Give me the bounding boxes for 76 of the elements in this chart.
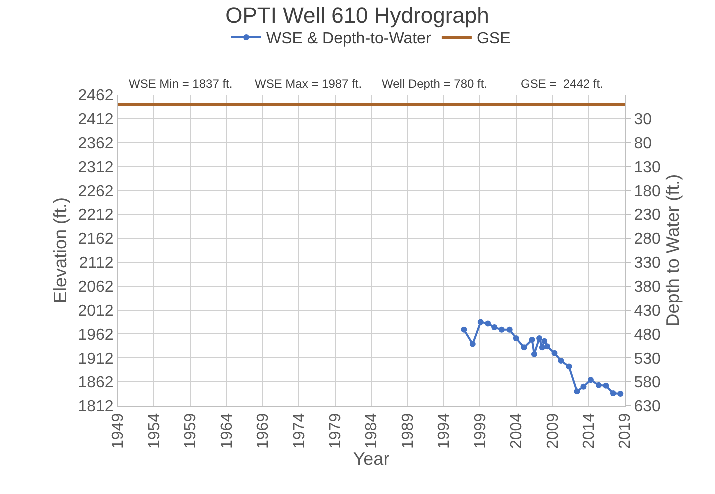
point bbox=[544, 344, 550, 350]
x-tick-label: 1974 bbox=[291, 413, 308, 449]
y2-tick-label: 230 bbox=[634, 207, 661, 224]
point bbox=[461, 326, 468, 333]
y-tick-label: 2362 bbox=[78, 135, 114, 152]
point bbox=[610, 390, 616, 397]
y-tick-label: 2012 bbox=[78, 302, 114, 320]
y-tick-label: 1862 bbox=[78, 374, 114, 392]
x-tick-label: 1949 bbox=[110, 413, 128, 449]
y-tick-label: 1962 bbox=[78, 326, 114, 344]
y2-tick-label: 630 bbox=[634, 398, 661, 416]
point bbox=[521, 344, 528, 351]
point bbox=[566, 364, 572, 370]
point bbox=[542, 338, 548, 344]
point bbox=[478, 319, 484, 326]
x-tick-label: 1969 bbox=[255, 413, 272, 449]
y2-tick-label: 530 bbox=[634, 350, 661, 368]
point bbox=[618, 391, 624, 398]
y-tick-label: 1812 bbox=[78, 398, 114, 416]
point bbox=[603, 382, 610, 389]
y2-tick-label: 30 bbox=[634, 112, 652, 129]
y2-tick-label: 330 bbox=[634, 255, 661, 272]
y-tick-label: 2112 bbox=[79, 255, 114, 272]
point bbox=[492, 324, 498, 331]
x-tick-label: 1999 bbox=[472, 413, 490, 449]
x-tick-label: 2009 bbox=[544, 413, 562, 449]
point bbox=[529, 336, 536, 343]
point bbox=[506, 326, 513, 333]
point bbox=[539, 344, 546, 351]
x-tick-label: 2019 bbox=[617, 413, 634, 449]
y-tick-label: 2212 bbox=[78, 207, 114, 224]
y2-tick-label: 430 bbox=[634, 302, 661, 320]
point bbox=[558, 358, 564, 364]
x-tick-label: 1989 bbox=[400, 413, 417, 449]
text: GSE = 2442 ft. bbox=[521, 77, 604, 91]
x-tick-label: 2014 bbox=[580, 413, 598, 449]
text: WSE Max = 1987 ft. bbox=[255, 77, 362, 91]
x-tick-label: 1964 bbox=[218, 413, 236, 449]
chart-title: OPTI Well 610 Hydrograph bbox=[226, 2, 490, 28]
x-axis-title: Year bbox=[353, 449, 390, 470]
x-tick-label: 1979 bbox=[327, 413, 344, 449]
x-tick-label: 1994 bbox=[436, 413, 454, 449]
point bbox=[574, 388, 580, 395]
x-tick-label: 1954 bbox=[146, 413, 164, 449]
y2-tick-label: 480 bbox=[634, 326, 661, 344]
y2-tick-label: 580 bbox=[634, 374, 661, 392]
x-tick-label: 1959 bbox=[182, 413, 200, 449]
x-tick-label: 2004 bbox=[508, 413, 526, 449]
y-tick-label: 2062 bbox=[78, 278, 114, 296]
y-tick-label: 2262 bbox=[78, 183, 114, 200]
y2-tick-label: 180 bbox=[634, 183, 661, 200]
point bbox=[580, 384, 587, 390]
point bbox=[513, 336, 520, 342]
y-tick-label: 2312 bbox=[78, 159, 114, 176]
text: Well Depth = 780 ft. bbox=[382, 77, 488, 91]
point bbox=[552, 350, 558, 356]
y2-tick-label: 80 bbox=[634, 135, 652, 152]
point bbox=[596, 382, 602, 388]
legend-label: WSE & Depth-to-Water bbox=[266, 30, 432, 48]
point bbox=[470, 341, 476, 348]
point bbox=[588, 377, 594, 384]
x-tick-label: 1984 bbox=[364, 413, 381, 449]
text: WSE Min = 1837 ft. bbox=[129, 77, 233, 91]
y-tick-label: 2162 bbox=[78, 231, 114, 248]
legend-label: GSE bbox=[476, 30, 511, 48]
point bbox=[531, 351, 538, 358]
y2-tick-label: 380 bbox=[634, 278, 661, 296]
y-axis-title: Elevation (ft.) bbox=[50, 197, 70, 304]
point bbox=[485, 320, 492, 327]
y2-tick-label: 130 bbox=[634, 159, 661, 176]
y2-tick-label: 280 bbox=[634, 231, 661, 248]
y-tick-label: 2462 bbox=[78, 88, 114, 105]
y2-axis-title: Depth to Water (ft.) bbox=[663, 174, 684, 327]
point bbox=[498, 326, 505, 333]
y-tick-label: 1912 bbox=[78, 350, 114, 368]
y-tick-label: 2412 bbox=[78, 112, 114, 129]
